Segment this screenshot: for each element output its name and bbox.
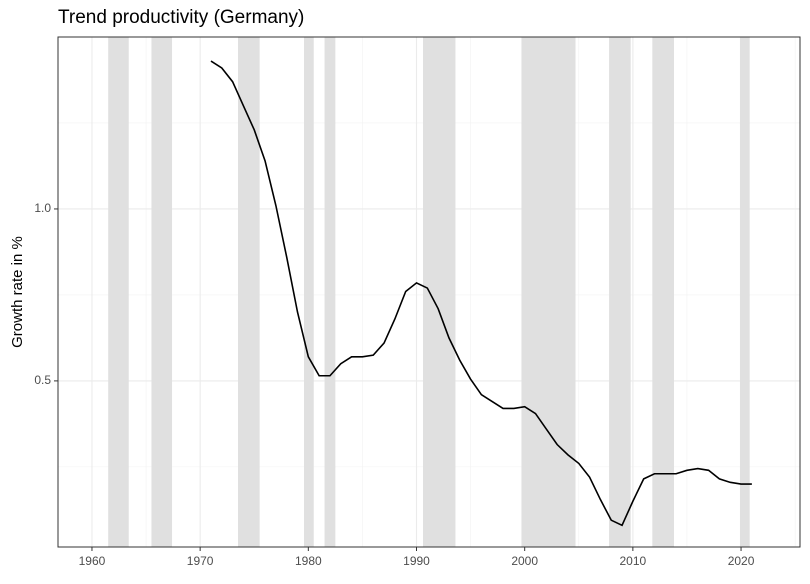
x-tick-label: 2010	[620, 554, 647, 568]
plot-border	[57, 36, 801, 548]
shaded-period	[422, 37, 456, 547]
x-tick-label: 1970	[187, 554, 214, 568]
y-tick-label: 1.0	[34, 201, 51, 215]
x-tick-label: 1960	[79, 554, 106, 568]
x-tick-label: 2000	[511, 554, 538, 568]
x-tick-label: 1990	[403, 554, 430, 568]
x-tick-label: 2020	[728, 554, 755, 568]
shaded-period	[609, 37, 631, 547]
shaded-period	[324, 37, 336, 547]
shaded-period	[108, 37, 129, 547]
shaded-period	[521, 37, 576, 547]
x-tick-label: 1980	[295, 554, 322, 568]
y-tick-label: 0.5	[34, 373, 51, 387]
shaded-period	[652, 37, 674, 547]
y-axis-label: Growth rate in %	[9, 236, 26, 348]
shaded-period	[739, 37, 750, 547]
shaded-period	[303, 37, 314, 547]
shaded-period	[151, 37, 173, 547]
trend-line	[210, 60, 752, 527]
shaded-period	[238, 37, 260, 547]
chart-title: Trend productivity (Germany)	[58, 7, 304, 28]
